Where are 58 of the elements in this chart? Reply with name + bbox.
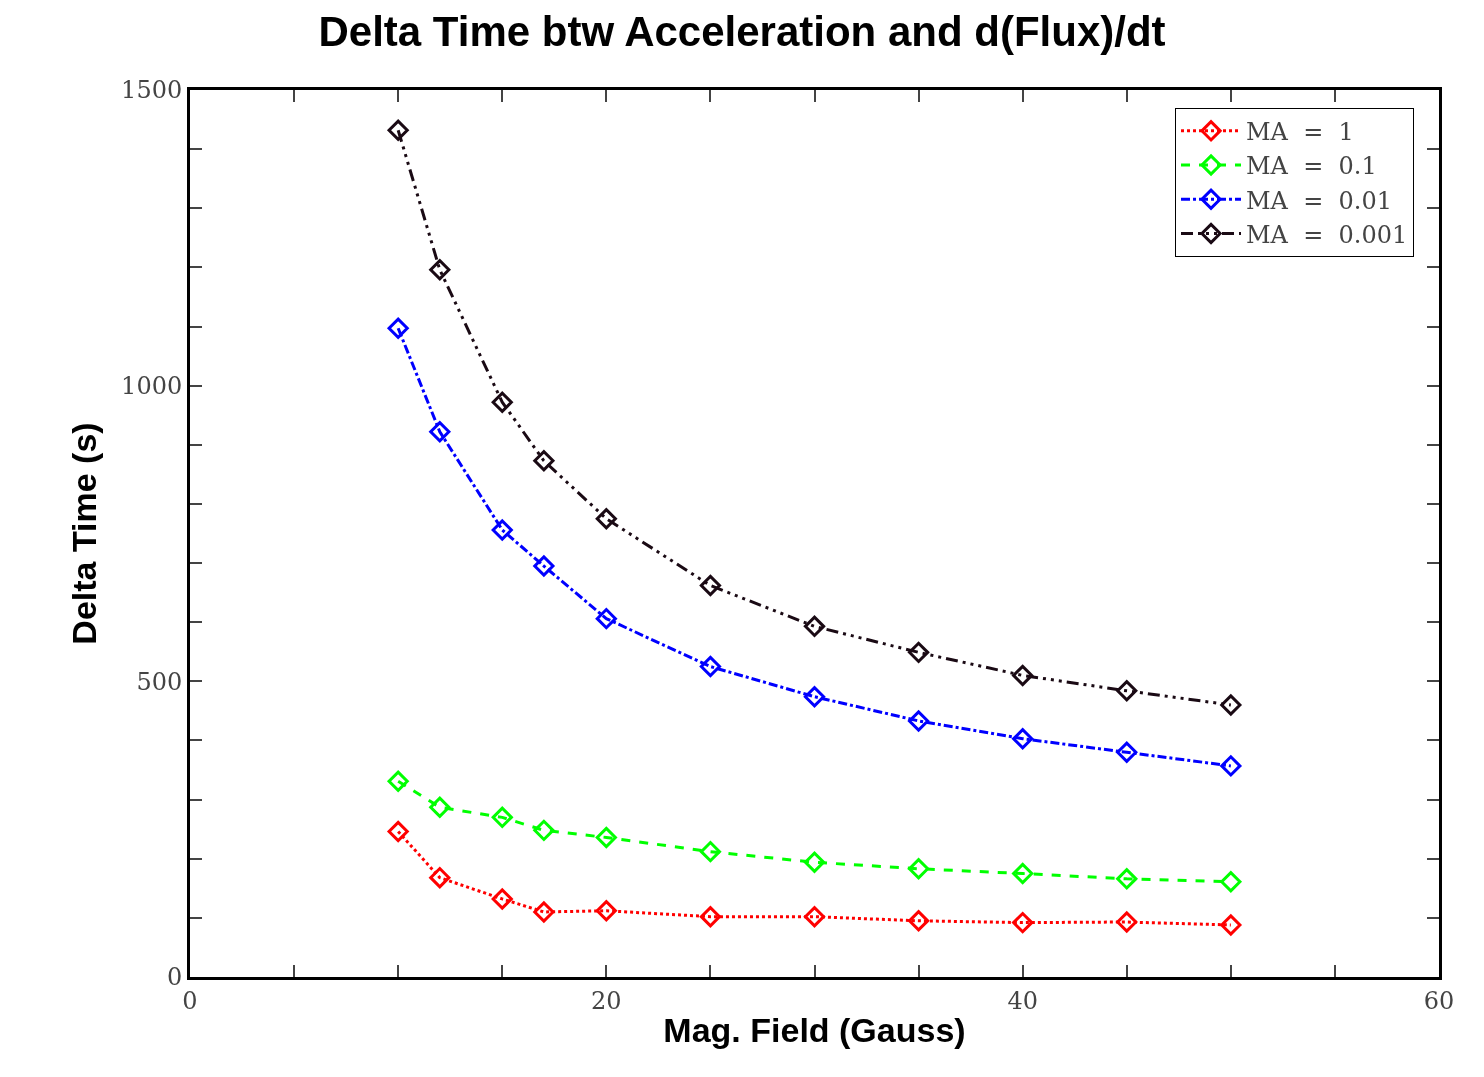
point [533,819,555,841]
point [907,641,930,663]
point [699,655,722,678]
point [1220,914,1242,936]
point [907,710,930,732]
point [1220,755,1242,777]
legend-label: MA = 0.1 [1246,152,1377,181]
point [387,820,409,843]
y-tick-label: 1000 [121,372,183,401]
y-tick-label: 500 [136,667,183,696]
point [1116,868,1138,890]
point [387,317,409,339]
point [1012,728,1034,750]
x-tick-label: 40 [1007,986,1038,1015]
point [429,421,451,443]
point [595,608,617,630]
point [803,615,826,637]
point [1220,694,1242,716]
point [387,770,409,792]
point [533,901,555,923]
legend-label: MA = 0.01 [1246,186,1392,215]
point [1012,664,1034,687]
x-axis-title: Mag. Field (Gauss) [663,1011,966,1050]
point [1116,680,1138,702]
point [803,851,826,873]
point [1012,862,1034,885]
y-axis-title: Delta Time (s) [64,422,103,645]
point [491,888,513,910]
y-tick-label: 1500 [121,76,183,105]
point [699,906,722,928]
y-tick-label: 0 [166,963,183,992]
point [907,910,930,932]
x-tick-label: 20 [591,986,622,1015]
point [533,555,555,577]
point [533,450,555,472]
point [491,519,513,541]
point [491,806,513,828]
point [1220,871,1242,893]
point [803,686,826,708]
point [429,796,451,818]
point [387,119,409,141]
point [595,508,617,530]
point [429,867,451,889]
point [1116,911,1138,933]
chart-title: Delta Time btw Acceleration and d(Flux)/dt [318,7,1166,55]
point [699,574,722,597]
point [1116,741,1138,763]
x-tick-label: 60 [1423,986,1455,1015]
point [907,858,930,880]
legend-label: MA = 0.001 [1246,220,1408,249]
point [491,391,513,413]
point [699,841,722,863]
point [1012,912,1034,934]
point [595,900,617,922]
point [595,826,617,849]
point [803,906,826,928]
point [429,259,451,281]
legend-label: MA = 1 [1246,118,1354,147]
